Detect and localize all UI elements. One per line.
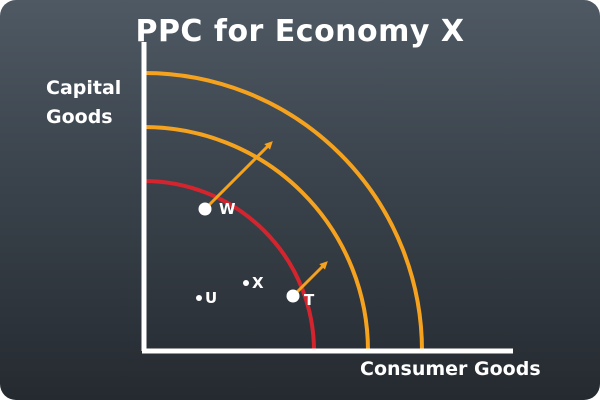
shift-arrow-w	[204, 141, 273, 210]
ppc-curve-original	[143, 179, 316, 352]
point-x	[243, 280, 249, 286]
point-w	[198, 202, 212, 216]
point-t	[286, 289, 300, 303]
y-axis-label-line1: Capital	[46, 77, 122, 99]
ppc-curve-outer	[143, 71, 424, 352]
y-axis-label: Capital Goods	[46, 74, 146, 132]
point-u	[196, 295, 202, 301]
point-x-label: X	[252, 274, 264, 292]
x-axis-label: Consumer Goods	[360, 358, 541, 380]
ppc-curve-middle	[143, 125, 370, 352]
point-u-label: U	[205, 289, 217, 307]
point-t-label: T	[304, 291, 315, 309]
point-w-label: W	[219, 200, 236, 218]
y-axis-label-line2: Goods	[46, 106, 113, 128]
diagram-title: PPC for Economy X	[135, 14, 465, 49]
shift-arrow-t	[291, 261, 328, 298]
